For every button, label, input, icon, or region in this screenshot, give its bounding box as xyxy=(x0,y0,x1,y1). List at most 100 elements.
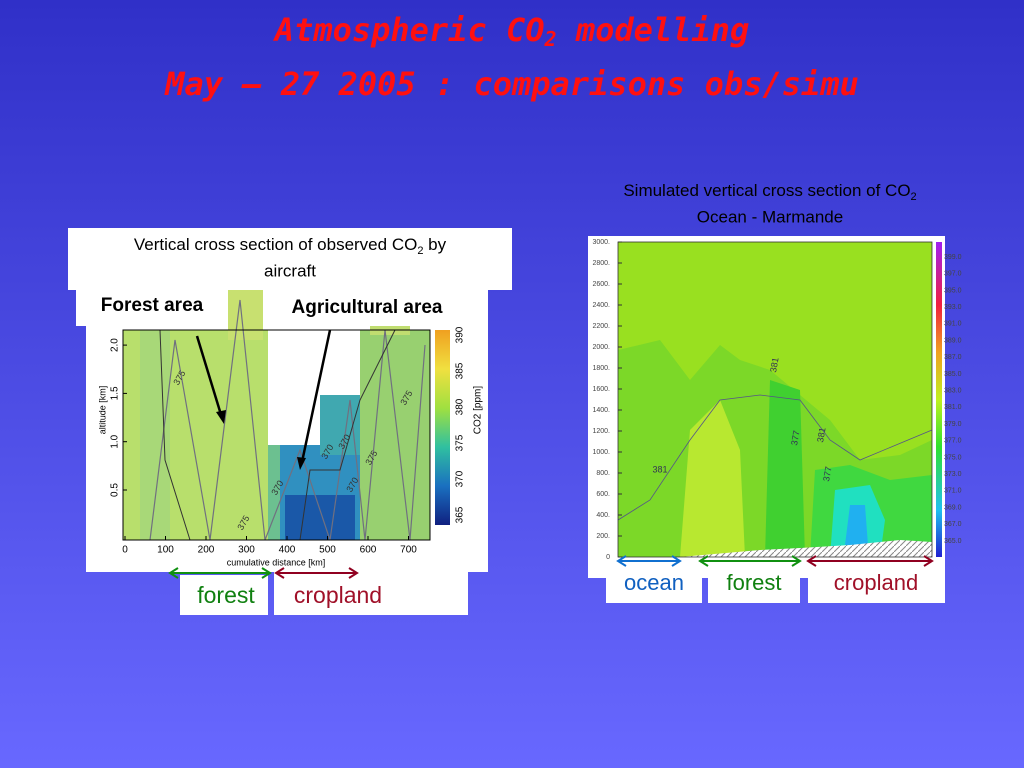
y-tick-label: 1400. xyxy=(592,407,610,414)
region-label: forest xyxy=(726,570,781,595)
y-tick-label: 600. xyxy=(596,491,610,498)
arrow-head xyxy=(923,555,934,567)
text-span: Simulated vertical cross section of CO xyxy=(623,181,910,200)
field xyxy=(285,495,355,540)
y-tick-label: 2600. xyxy=(592,281,610,288)
y-tick-label: 2.0 xyxy=(110,338,121,352)
y-tick-label: 400. xyxy=(596,512,610,519)
arrow-head xyxy=(274,567,285,579)
colorbar-tick-label: 371.0 xyxy=(944,488,962,495)
colorbar-tick-label: 390 xyxy=(455,326,466,343)
y-tick-label: 1000. xyxy=(592,449,610,456)
pointer xyxy=(300,329,332,463)
region-label: forest xyxy=(197,582,255,608)
region-label: cropland xyxy=(834,570,918,595)
x-tick-label: 700 xyxy=(400,545,417,556)
colorbar-tick-label: 397.0 xyxy=(944,271,962,278)
text-span: modelling xyxy=(557,11,750,49)
flight-track xyxy=(149,299,426,541)
colorbar-tick-label: 385 xyxy=(455,362,466,379)
y-tick-label: 1600. xyxy=(592,386,610,393)
colorbar-tick-label: 395.0 xyxy=(944,287,962,294)
y-tick-label: 3000. xyxy=(592,239,610,246)
contour xyxy=(617,394,933,521)
y-tick-label: 1200. xyxy=(592,428,610,435)
region-label: cropland xyxy=(294,582,382,608)
caption: Vertical cross section of observed CO2 b… xyxy=(134,235,447,256)
colorbar-tick-label: 365 xyxy=(455,506,466,523)
contour xyxy=(159,329,191,541)
text-span: 2 xyxy=(417,245,423,257)
field xyxy=(680,400,745,557)
field xyxy=(845,505,868,545)
x-axis-label: cumulative distance [km] xyxy=(227,557,326,567)
label-box xyxy=(808,565,945,603)
field xyxy=(765,380,805,557)
y-tick-label: 2400. xyxy=(592,302,610,309)
annotation: Agricultural area xyxy=(292,297,443,318)
caption: aircraft xyxy=(264,261,316,280)
y-tick-label: 800. xyxy=(596,470,610,477)
y-axis-label: altitude [km] xyxy=(97,386,107,435)
colorbar-tick-label: 383.0 xyxy=(944,388,962,395)
label-box xyxy=(606,565,702,603)
arrow-head xyxy=(168,567,179,579)
x-tick-label: 100 xyxy=(157,545,174,556)
arrow-head xyxy=(261,567,272,579)
y-tick-label: 1.5 xyxy=(110,386,121,400)
label-box xyxy=(274,572,468,615)
arrow-head xyxy=(698,555,709,567)
colorbar-tick-label: 389.0 xyxy=(944,337,962,344)
colorbar-tick-label: 375 xyxy=(455,434,466,451)
title-line: May – 27 2005 : comparisons obs/simu xyxy=(164,65,859,103)
caption-box xyxy=(68,228,512,290)
colorbar-tick-label: 380 xyxy=(455,398,466,415)
pointer xyxy=(195,335,224,419)
axis-frame xyxy=(617,241,933,558)
colorbar-tick-label: 385.0 xyxy=(944,371,962,378)
arrow-head xyxy=(348,567,359,579)
contour-label: 377 xyxy=(821,466,833,483)
y-tick-label: 1800. xyxy=(592,365,610,372)
annotation-box xyxy=(268,290,462,326)
x-tick-label: 600 xyxy=(360,545,377,556)
arrow-head xyxy=(806,555,817,567)
colorbar-tick-label: 367.0 xyxy=(944,521,962,528)
terrain xyxy=(680,540,932,557)
x-tick-label: 400 xyxy=(279,545,296,556)
colorbar-tick-label: 370 xyxy=(455,470,466,487)
colorbar-tick-label: 373.0 xyxy=(944,471,962,478)
x-tick-label: 200 xyxy=(198,545,215,556)
text-span: Vertical cross section of observed CO xyxy=(134,235,417,254)
text-span: by xyxy=(423,235,446,254)
y-tick-label: 2800. xyxy=(592,260,610,267)
x-tick-label: 500 xyxy=(319,545,336,556)
pointer-head xyxy=(297,457,306,470)
pointer-head xyxy=(216,410,226,424)
region-label: ocean xyxy=(624,570,684,595)
colorbar-tick-label: 391.0 xyxy=(944,321,962,328)
colorbar xyxy=(936,242,942,557)
arrow-head xyxy=(671,555,682,567)
annotation: Forest area xyxy=(101,295,204,316)
colorbar-label: CO2 [ppm] xyxy=(473,386,484,435)
x-tick-label: 0 xyxy=(122,545,128,556)
caption: Simulated vertical cross section of CO2 xyxy=(623,181,916,202)
text-span: 2 xyxy=(911,191,917,203)
text-span: 2 xyxy=(544,27,557,51)
contour xyxy=(299,329,396,541)
y-tick-label: 1.0 xyxy=(110,434,121,448)
colorbar-tick-label: 381.0 xyxy=(944,404,962,411)
colorbar-tick-label: 375.0 xyxy=(944,454,962,461)
annotation-box xyxy=(76,290,228,326)
y-tick-label: 0.5 xyxy=(110,483,121,497)
caption: Ocean - Marmande xyxy=(697,207,843,226)
colorbar-tick-label: 393.0 xyxy=(944,304,962,311)
colorbar-tick-label: 377.0 xyxy=(944,438,962,445)
y-tick-label: 0 xyxy=(606,554,610,561)
y-tick-label: 200. xyxy=(596,533,610,540)
contour-label: 381 xyxy=(815,427,827,444)
contour-label: 381 xyxy=(652,464,667,474)
field xyxy=(268,445,280,540)
